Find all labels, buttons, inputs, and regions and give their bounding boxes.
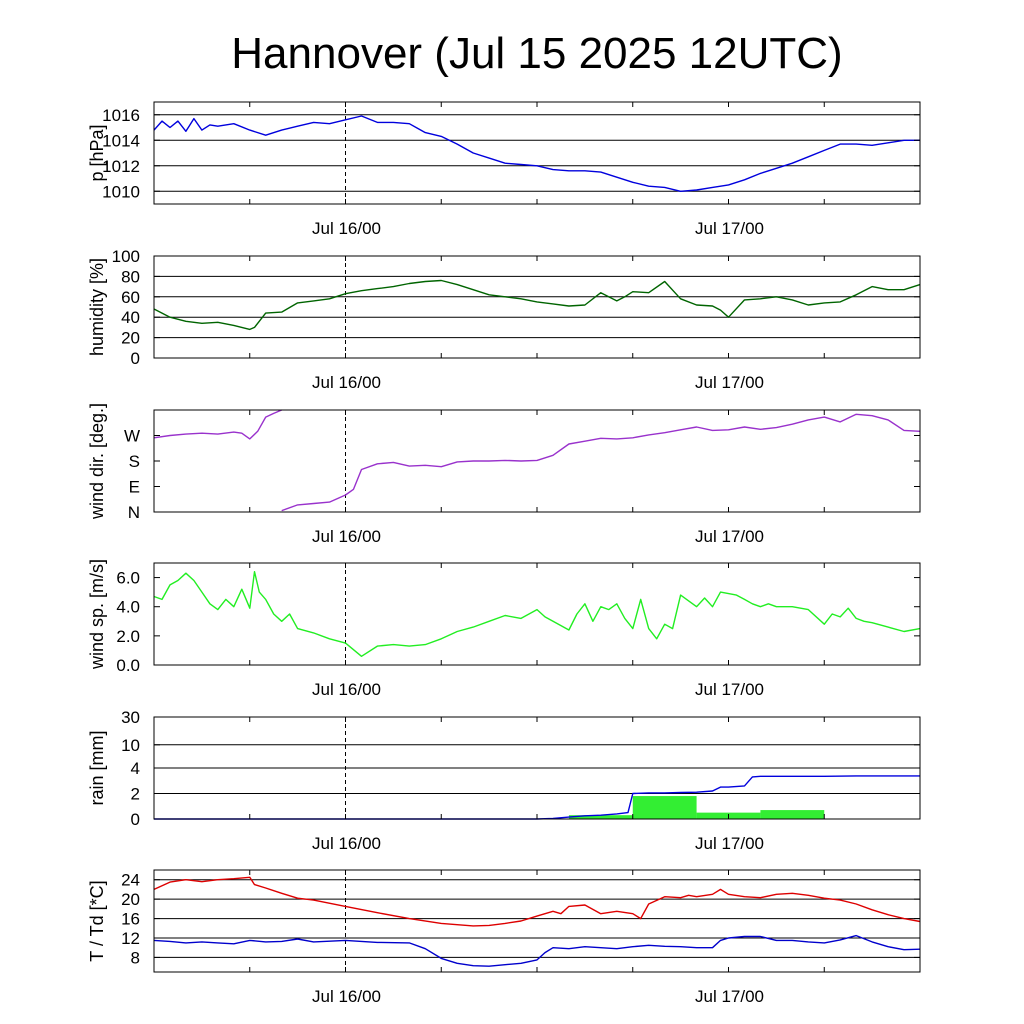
series-humidity [153,279,921,331]
y-tick-label: 20 [121,329,140,348]
y-tick-label: 0 [131,810,140,829]
rain-bar [632,796,697,819]
y-axis-label: rain [mm] [87,730,107,805]
series-wind_speed [153,571,921,657]
plot-frame [153,562,921,666]
y-tick-label: 12 [121,929,140,948]
y-tick-label: 1014 [102,131,140,150]
y-axis-label: p [hPa] [87,124,107,181]
rain-bar [760,810,825,819]
y-tick-label: 6.0 [116,569,140,588]
y-tick-label: 1012 [102,157,140,176]
y-axis-label: humidity [%] [87,258,107,356]
y-tick-label: 100 [112,247,140,266]
y-tick-label: 4 [131,759,140,778]
plot-frame [153,255,921,359]
y-tick-label: 0 [131,349,140,368]
y-tick-label: 20 [121,890,140,909]
series-temperature [153,876,921,927]
panel-5: 0 2 4 10 30 Jul 16/00 Jul 17/00 rain [mm] [87,708,921,853]
panel-1: 1010 1012 1014 1016 Jul 16/00 Jul 17/00 p [hPa… [87,101,921,238]
rain-bar [568,815,633,819]
x-tick-label: Jul 16/00 [312,527,381,546]
y-tick-label: 1010 [102,182,140,201]
x-tick-label: Jul 16/00 [312,219,381,238]
series-pressure [153,115,920,193]
series-wind_dir_b [281,413,921,512]
x-tick-label: Jul 17/00 [695,219,764,238]
x-tick-label: Jul 16/00 [312,680,381,699]
y-tick-label: 4.0 [116,598,140,617]
y-axis-label: T / Td [*C] [87,880,107,961]
y-tick-label: S [129,452,140,471]
y-axis-label: wind dir. [deg.] [87,403,107,520]
series-rain_total [154,775,920,820]
y-tick-label: 8 [131,948,140,967]
y-tick-label: 10 [121,736,140,755]
y-tick-label: N [128,503,140,522]
y-tick-label: 16 [121,910,140,929]
series-wind_dir_a [153,409,282,440]
panel-4: 0.0 2.0 4.0 6.0 Jul 16/00 Jul 17/00 wind sp. [… [87,559,921,699]
x-tick-label: Jul 17/00 [695,987,764,1006]
y-tick-label: 80 [121,267,140,286]
plot-frame [153,869,921,973]
y-tick-label: W [124,427,140,446]
y-tick-label: E [129,478,140,497]
y-tick-label: 60 [121,288,140,307]
x-tick-label: Jul 16/00 [312,834,381,853]
x-tick-label: Jul 17/00 [695,527,764,546]
y-tick-label: 1016 [102,106,140,125]
y-axis-label: wind sp. [m/s] [87,559,107,670]
y-tick-label: 30 [121,708,140,727]
x-tick-label: Jul 16/00 [312,987,381,1006]
y-tick-label: 40 [121,308,140,327]
y-tick-label: 0.0 [116,656,140,675]
y-tick-label: 24 [121,871,140,890]
x-tick-label: Jul 17/00 [695,834,764,853]
chart-title: Hannover (Jul 15 2025 12UTC) [231,29,842,78]
y-tick-label: 2.0 [116,627,140,646]
plot-frame [153,101,921,205]
series-dewpoint [153,934,921,967]
x-tick-label: Jul 17/00 [695,680,764,699]
x-tick-label: Jul 16/00 [312,373,381,392]
x-tick-label: Jul 17/00 [695,373,764,392]
y-tick-label: 2 [131,785,140,804]
